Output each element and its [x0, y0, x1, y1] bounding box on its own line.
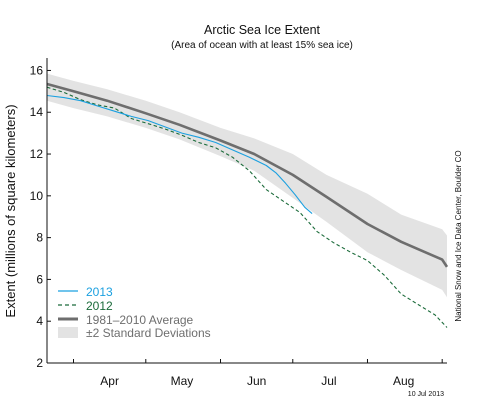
x-tick-label: Apr — [100, 374, 119, 388]
series-line-2013 — [46, 94, 313, 215]
y-tick-label: 10 — [30, 189, 44, 203]
plot-area: 2 4 6 8 10 12 14 16 Apr May Jun Jul Aug — [30, 58, 449, 388]
y-tick-label: 12 — [30, 147, 44, 161]
y-tick-label: 8 — [36, 231, 43, 245]
legend-swatch-std — [58, 327, 78, 338]
chart-title: Arctic Sea Ice Extent — [204, 23, 321, 37]
x-tick-label: Jun — [247, 374, 266, 388]
y-tick-label: 2 — [36, 356, 43, 370]
chart-subtitle: (Area of ocean with at least 15% sea ice… — [171, 40, 353, 51]
legend: 2013 2012 1981–2010 Average ±2 Standard … — [58, 285, 211, 340]
legend-label-2012: 2012 — [86, 299, 113, 313]
legend-label-std: ±2 Standard Deviations — [86, 326, 211, 340]
date-stamp: 10 Jul 2013 — [408, 391, 444, 398]
x-tick-label: Jul — [321, 374, 336, 388]
x-tick-label: May — [171, 374, 194, 388]
legend-label-2013: 2013 — [86, 285, 113, 299]
y-axis-label: Extent (millions of square kilometers) — [3, 104, 18, 317]
y-tick-label: 16 — [30, 63, 44, 77]
y-tick-label: 6 — [36, 272, 43, 286]
source-credit: National Snow and Ice Data Center, Bould… — [454, 150, 463, 321]
x-tick-label: Aug — [393, 374, 414, 388]
legend-label-average: 1981–2010 Average — [86, 313, 194, 327]
y-tick-label: 4 — [36, 314, 43, 328]
y-tick-label: 14 — [30, 105, 44, 119]
series-line-average — [46, 82, 449, 268]
series-line-2012 — [46, 86, 448, 328]
